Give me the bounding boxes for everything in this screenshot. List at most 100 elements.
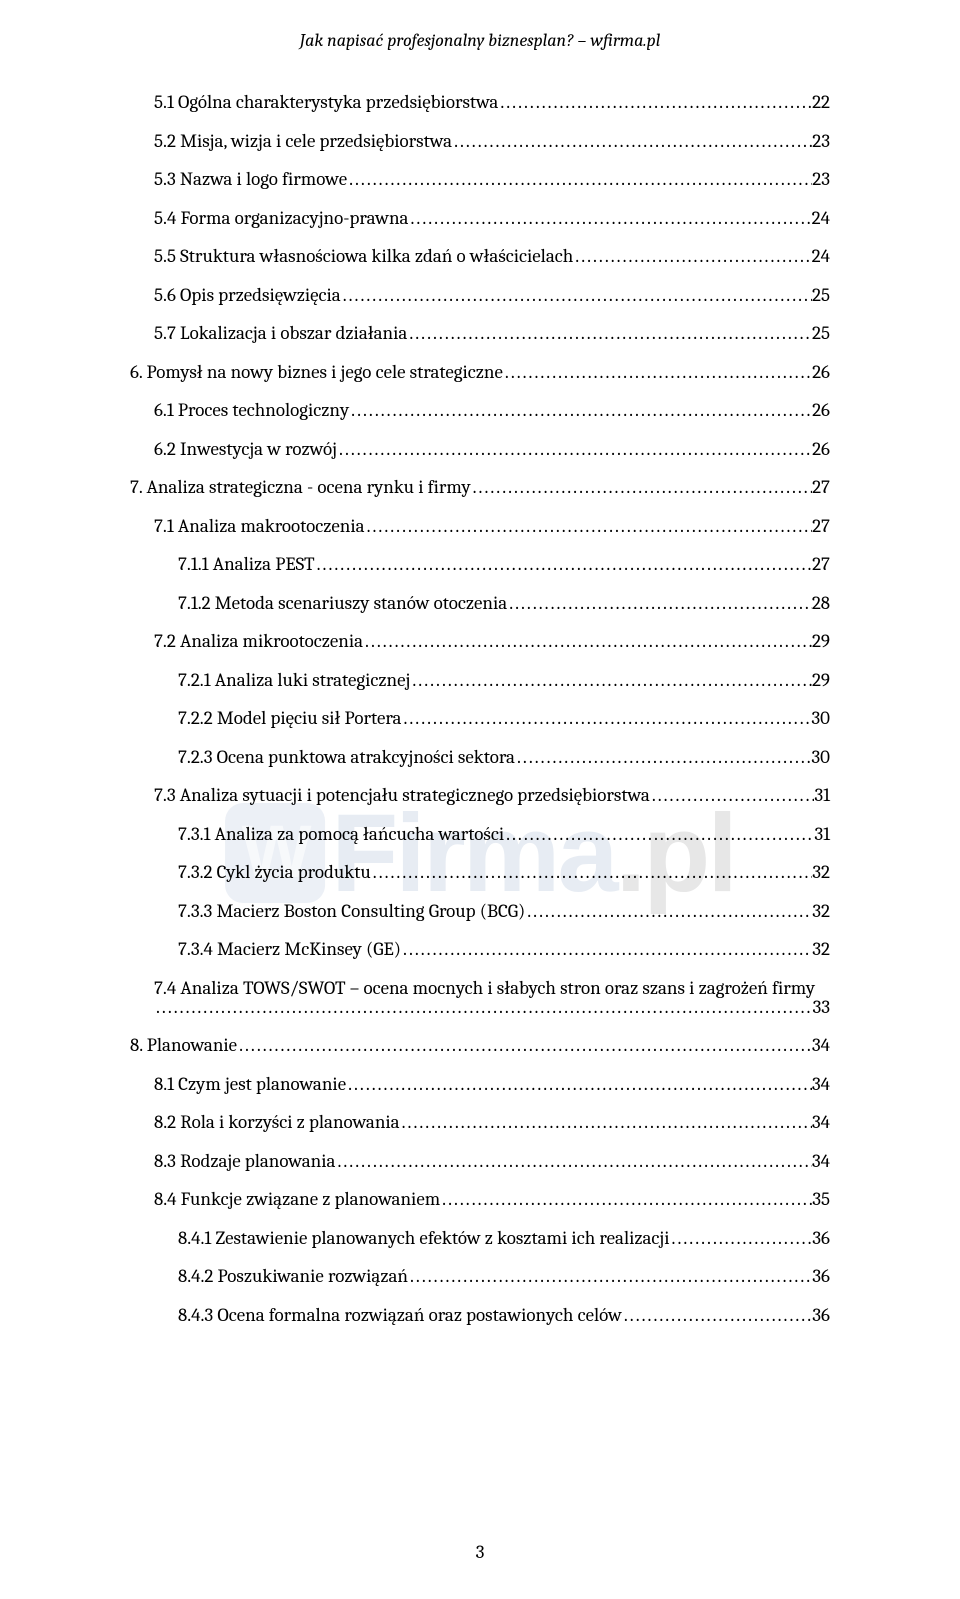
toc-label: 7.3.2 Cykl życia produktu	[178, 863, 371, 882]
toc-leader-dots	[503, 363, 812, 382]
toc-page: 33	[812, 998, 830, 1017]
toc-label: 6.2 Inwestycja w rozwój	[154, 440, 337, 459]
toc-entry: 7.1.1 Analiza PEST 27	[178, 555, 830, 574]
toc-label: 5.5 Struktura własnościowa kilka zdań o …	[154, 247, 573, 266]
toc-label: 7.4 Analiza TOWS/SWOT – ocena mocnych i …	[154, 977, 815, 999]
toc-page: 29	[812, 671, 830, 690]
page-header: Jak napisać profesjonalny biznesplan? – …	[130, 30, 830, 51]
toc-entry: 8.4.2 Poszukiwanie rozwiązań36	[178, 1267, 830, 1286]
toc-page: 36	[812, 1229, 830, 1248]
toc-label: 8.4.2 Poszukiwanie rozwiązań	[178, 1267, 408, 1286]
toc-page: 36	[812, 1306, 830, 1325]
toc-entry: 7.1.2 Metoda scenariuszy stanów otoczeni…	[178, 594, 830, 613]
toc-leader-dots	[515, 748, 811, 767]
toc-leader-dots	[650, 786, 815, 805]
toc-label: 7.1.1 Analiza PEST	[178, 555, 315, 574]
toc-entry: 7. Analiza strategiczna - ocena rynku i …	[130, 478, 830, 497]
toc-label: 7. Analiza strategiczna - ocena rynku i …	[130, 478, 471, 497]
toc-label: 6. Pomysł na nowy biznes i jego cele str…	[130, 363, 503, 382]
toc-label: 8.2 Rola i korzyści z planowania	[154, 1113, 400, 1132]
toc-label: 5.4 Forma organizacyjno-prawna	[154, 209, 409, 228]
toc-label: 8.4 Funkcje związane z planowaniem	[154, 1190, 440, 1209]
toc-leader-dots	[337, 440, 812, 459]
toc-page: 32	[812, 940, 830, 959]
toc-entry: 8. Planowanie 34	[130, 1036, 830, 1055]
toc-label: 5.3 Nazwa i logo firmowe	[154, 170, 347, 189]
toc-page: 26	[812, 401, 830, 420]
toc-leader-dots	[349, 401, 812, 420]
toc-label: 5.2 Misja, wizja i cele przedsiębiorstwa	[154, 132, 452, 151]
toc-page: 24	[812, 209, 830, 228]
toc-entry: 8.2 Rola i korzyści z planowania 34	[154, 1113, 830, 1132]
toc-label: 7.1.2 Metoda scenariuszy stanów otoczeni…	[178, 594, 507, 613]
toc-entry: 5.2 Misja, wizja i cele przedsiębiorstwa…	[154, 132, 830, 151]
toc-label: 8.4.3 Ocena formalna rozwiązań oraz post…	[178, 1306, 622, 1325]
toc-entry: 5.3 Nazwa i logo firmowe23	[154, 170, 830, 189]
toc-entry: 6.2 Inwestycja w rozwój26	[154, 440, 830, 459]
toc-label: 5.7 Lokalizacja i obszar działania	[154, 324, 407, 343]
toc-leader-dots	[154, 998, 812, 1017]
toc-label: 7.3.4 Macierz McKinsey (GE)	[178, 940, 401, 959]
toc-page: 28	[812, 594, 830, 613]
toc-label: 8. Planowanie	[130, 1036, 237, 1055]
toc-entry: 5.7 Lokalizacja i obszar działania 25	[154, 324, 830, 343]
toc-leader-dots	[346, 1075, 812, 1094]
toc-entry: 7.3 Analiza sytuacji i potencjału strate…	[154, 786, 830, 805]
toc-entry: 8.4 Funkcje związane z planowaniem 35	[154, 1190, 830, 1209]
toc-leader-dots	[237, 1036, 812, 1055]
toc-entry: 5.6 Opis przedsięwzięcia25	[154, 286, 830, 305]
toc-label: 7.1 Analiza makrootoczenia	[154, 517, 365, 536]
toc-page: 27	[812, 555, 830, 574]
toc-leader-dots	[440, 1190, 812, 1209]
toc-entry: 6.1 Proces technologiczny26	[154, 401, 830, 420]
toc-page: 26	[812, 363, 830, 382]
toc-label: 5.1 Ogólna charakterystyka przedsiębiors…	[154, 93, 498, 112]
toc-leader-dots	[409, 209, 812, 228]
toc-leader-dots	[670, 1229, 813, 1248]
toc-page: 34	[812, 1113, 830, 1132]
toc-leader-dots	[408, 1267, 812, 1286]
toc-entry: 8.4.3 Ocena formalna rozwiązań oraz post…	[178, 1306, 830, 1325]
toc-entry: 7.2.1 Analiza luki strategicznej 29	[178, 671, 830, 690]
toc-leader-dots	[498, 93, 812, 112]
toc-leader-dots	[471, 478, 812, 497]
toc-entry: 7.3.4 Macierz McKinsey (GE) 32	[178, 940, 830, 959]
toc-leader-dots	[365, 517, 812, 536]
toc-entry: 7.2.2 Model pięciu sił Portera 30	[178, 709, 830, 728]
toc-label: 7.3.1 Analiza za pomocą łańcucha wartośc…	[178, 825, 504, 844]
toc-label: 7.2.1 Analiza luki strategicznej	[178, 671, 410, 690]
toc-entry: 7.2 Analiza mikrootoczenia29	[154, 632, 830, 651]
toc-page: 25	[812, 324, 830, 343]
toc-page: 35	[812, 1190, 830, 1209]
toc-entry: 8.3 Rodzaje planowania 34	[154, 1152, 830, 1171]
toc-entry: 7.1 Analiza makrootoczenia27	[154, 517, 830, 536]
toc-page: 27	[812, 478, 830, 497]
toc-page: 24	[812, 247, 830, 266]
toc-label: 7.2.3 Ocena punktowa atrakcyjności sekto…	[178, 748, 515, 767]
toc-entry: 5.4 Forma organizacyjno-prawna 24	[154, 209, 830, 228]
toc-entry: 7.3.3 Macierz Boston Consulting Group (B…	[178, 902, 830, 921]
toc-page: 34	[812, 1152, 830, 1171]
toc-label: 5.6 Opis przedsięwzięcia	[154, 286, 341, 305]
toc-page: 34	[812, 1036, 830, 1055]
toc-leader-dots	[622, 1306, 812, 1325]
toc-page: 22	[812, 93, 830, 112]
toc-leader-dots	[401, 709, 811, 728]
toc-leader-dots	[315, 555, 812, 574]
toc-page: 30	[811, 709, 830, 728]
toc-label: 7.2.2 Model pięciu sił Portera	[178, 709, 401, 728]
toc-page: 31	[814, 786, 830, 805]
toc-entry: 8.1 Czym jest planowanie34	[154, 1075, 830, 1094]
toc-leader-dots	[573, 247, 811, 266]
toc-page: 29	[812, 632, 830, 651]
toc-entry: 7.2.3 Ocena punktowa atrakcyjności sekto…	[178, 748, 830, 767]
toc-label: 8.3 Rodzaje planowania	[154, 1152, 335, 1171]
toc-entry: 7.3.1 Analiza za pomocą łańcucha wartośc…	[178, 825, 830, 844]
toc-label: 8.1 Czym jest planowanie	[154, 1075, 346, 1094]
toc-leader-dots	[371, 863, 812, 882]
toc-page: 23	[812, 132, 830, 151]
toc-page: 30	[811, 748, 830, 767]
table-of-contents: 5.1 Ogólna charakterystyka przedsiębiors…	[130, 93, 830, 1325]
toc-leader-dots	[410, 671, 812, 690]
toc-label: 7.3.3 Macierz Boston Consulting Group (B…	[178, 902, 525, 921]
